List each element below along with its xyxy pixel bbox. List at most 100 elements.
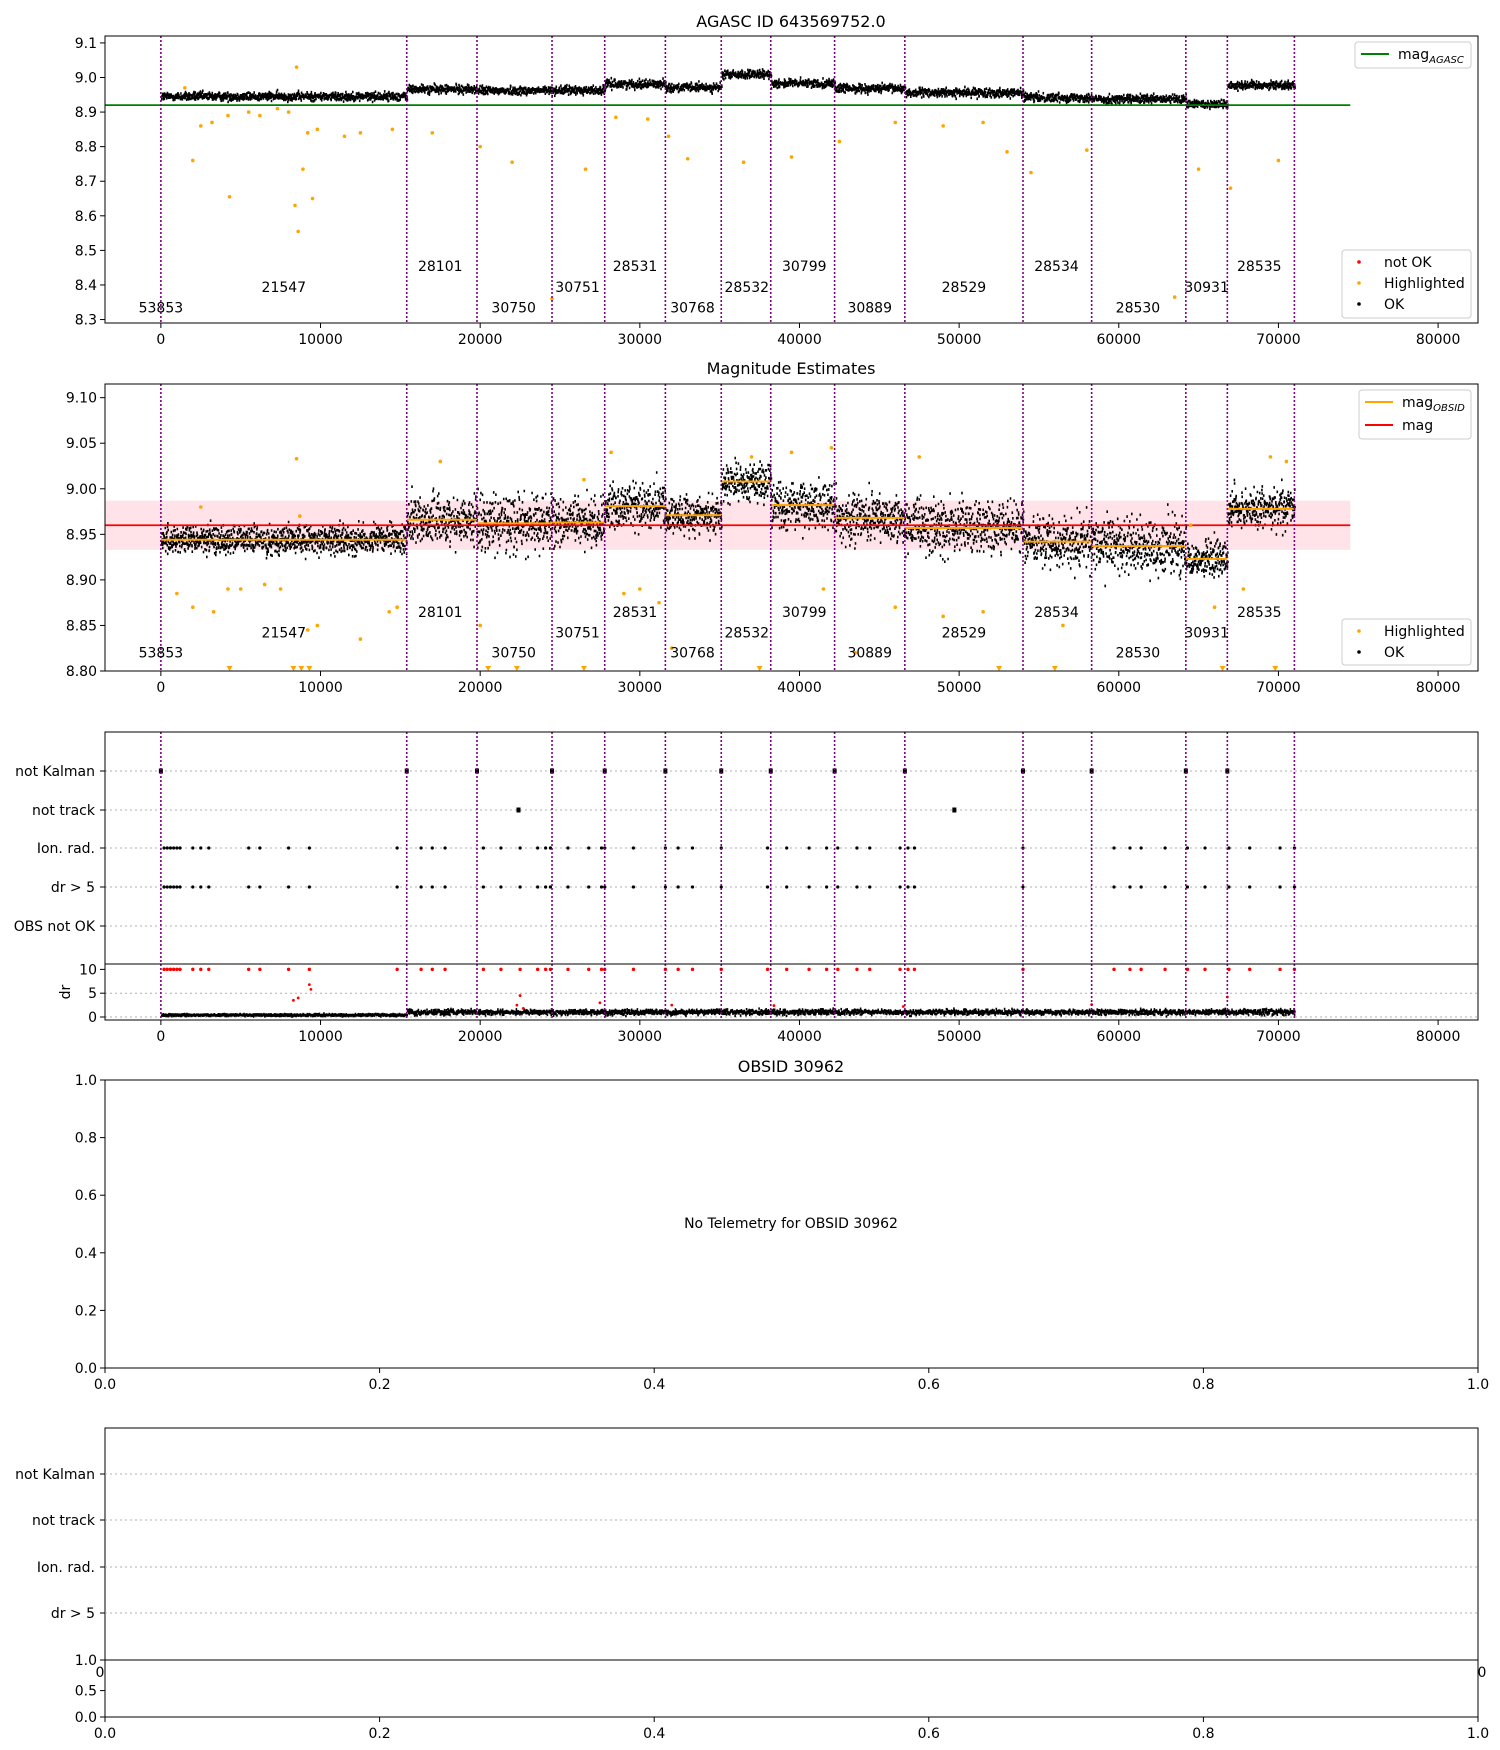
dr-axis-label: dr: [58, 984, 74, 999]
highlighted-point: [622, 591, 626, 596]
ion-rad-point: [168, 846, 173, 850]
x-tick-label: 80000: [1416, 680, 1461, 696]
y-tick-label: 0.0: [75, 1361, 97, 1377]
ion-rad-point: [566, 846, 570, 850]
obsid-label: 30931: [1184, 280, 1229, 296]
flag-label: Ion. rad.: [37, 841, 95, 857]
highlighted-marker: [1219, 666, 1226, 671]
dr-gt5-point: [191, 885, 195, 889]
not-kalman-point: [602, 768, 607, 774]
dr-gt5-point: [1112, 885, 1116, 889]
ion-rad-point: [443, 846, 447, 850]
dr-clipped-point: [765, 967, 770, 972]
ion-rad-point: [765, 846, 770, 850]
ion-rad-point: [906, 846, 910, 850]
highlighted-point: [657, 600, 661, 605]
obsid-label: 28532: [725, 280, 770, 296]
not-kalman-point: [158, 768, 163, 774]
ion-rad-point: [836, 846, 840, 850]
dr-not-ok-point: [901, 1005, 905, 1008]
x-tick-label: 0: [156, 1029, 165, 1045]
ion-rad-point: [175, 846, 179, 850]
x-tick-label: 1.0: [1467, 1377, 1489, 1393]
dr-clipped-point: [1203, 967, 1207, 972]
dr-not-ok-point: [772, 1004, 776, 1007]
obsid-label: 28534: [1034, 259, 1079, 275]
ion-rad-point: [676, 846, 680, 850]
dr-clipped-point: [785, 967, 789, 972]
dr-clipped-point: [906, 967, 910, 972]
highlighted-point: [358, 131, 363, 135]
dr-clipped-point: [1128, 967, 1132, 972]
not-kalman-point: [1225, 768, 1230, 774]
dr-gt5-point: [172, 885, 176, 889]
y-tick-label: 0.2: [75, 1303, 97, 1319]
highlighted-point: [669, 646, 674, 651]
y-tick-label: 9.00: [66, 482, 97, 498]
panel1-title: AGASC ID 643569752.0: [696, 12, 885, 31]
x-tick-label: 30000: [618, 680, 663, 696]
highlighted-point: [1005, 150, 1009, 154]
legend-ok-2: OK: [1384, 645, 1405, 661]
highlighted-marker: [756, 666, 763, 671]
x-tick-label: 0.2: [368, 1726, 390, 1742]
dr-gt5-point: [603, 885, 607, 889]
obsid-label: 28531: [613, 259, 658, 275]
y-tick-label: 0.8: [75, 1131, 97, 1147]
y-tick-label: 8.95: [66, 527, 97, 543]
highlighted-point: [296, 229, 300, 234]
y-tick-label: 8.80: [66, 664, 97, 680]
highlighted-point: [297, 514, 302, 518]
dr-gt5-point: [544, 885, 548, 889]
highlighted-point: [893, 120, 898, 125]
x-tick-label: 40000: [777, 332, 822, 348]
highlighted-point: [358, 637, 363, 641]
dr-clipped-point: [258, 967, 262, 972]
dr-gt5-point: [307, 885, 311, 889]
panel5-sub-frame: [104, 1659, 1479, 1718]
dr-clipped-point: [443, 967, 447, 972]
highlighted-point: [246, 110, 251, 114]
highlighted-point: [510, 160, 514, 165]
dr-gt5-point: [443, 885, 447, 889]
obsid-label: 30751: [555, 625, 600, 641]
ion-rad-point: [1248, 846, 1252, 850]
x-tick-label: 10000: [298, 1029, 343, 1045]
ion-rad-point: [868, 846, 872, 850]
highlighted-point: [275, 106, 280, 111]
panel1-legend-lower: not OK Highlighted OK: [1341, 249, 1472, 319]
flag-label: not track: [32, 803, 96, 819]
highlighted-point: [741, 160, 746, 165]
highlighted-marker: [298, 666, 305, 671]
dr-not-ok-point: [521, 1007, 525, 1010]
sub-y-tick-label: 0.0: [75, 1710, 97, 1726]
magnitude-estimates-panel: Magnitude Estimates 53853 21547 28101 30750…: [66, 359, 1479, 696]
obsid-30962-flags-panel: not Kalman not track Ion. rad. dr > 5 1.0 0.0…: [15, 1427, 1489, 1742]
ion-rad-point: [430, 846, 434, 850]
highlighted-point: [893, 605, 898, 610]
highlighted-point: [478, 623, 482, 628]
panel1-legend-upper: magAGASC: [1354, 41, 1472, 69]
highlighted-point: [1276, 158, 1281, 163]
dr-clipped-point: [836, 967, 840, 972]
not-kalman-point: [1089, 768, 1094, 774]
dr-clipped-point: [419, 967, 423, 972]
y-tick-label: 9.10: [66, 391, 97, 407]
ion-rad-point: [499, 846, 503, 850]
obsid-label: 30768: [670, 301, 715, 317]
not-kalman-point: [663, 768, 668, 774]
highlighted-point: [395, 605, 399, 610]
y-tick-label: 0.4: [75, 1246, 97, 1262]
highlighted-point: [262, 582, 267, 587]
dr-clipped-point: [535, 967, 540, 972]
ion-rad-point: [162, 846, 166, 850]
highlighted-point: [749, 455, 754, 459]
obsid-label: 28535: [1237, 605, 1282, 621]
dr-clipped-point: [307, 967, 312, 972]
ion-rad-point: [690, 846, 695, 850]
ion-rad-point: [395, 846, 399, 850]
dr-gt5-point: [499, 885, 503, 889]
highlighted-point: [315, 623, 320, 628]
highlighted-point: [1172, 295, 1177, 299]
dr-clipped-point: [481, 967, 486, 972]
